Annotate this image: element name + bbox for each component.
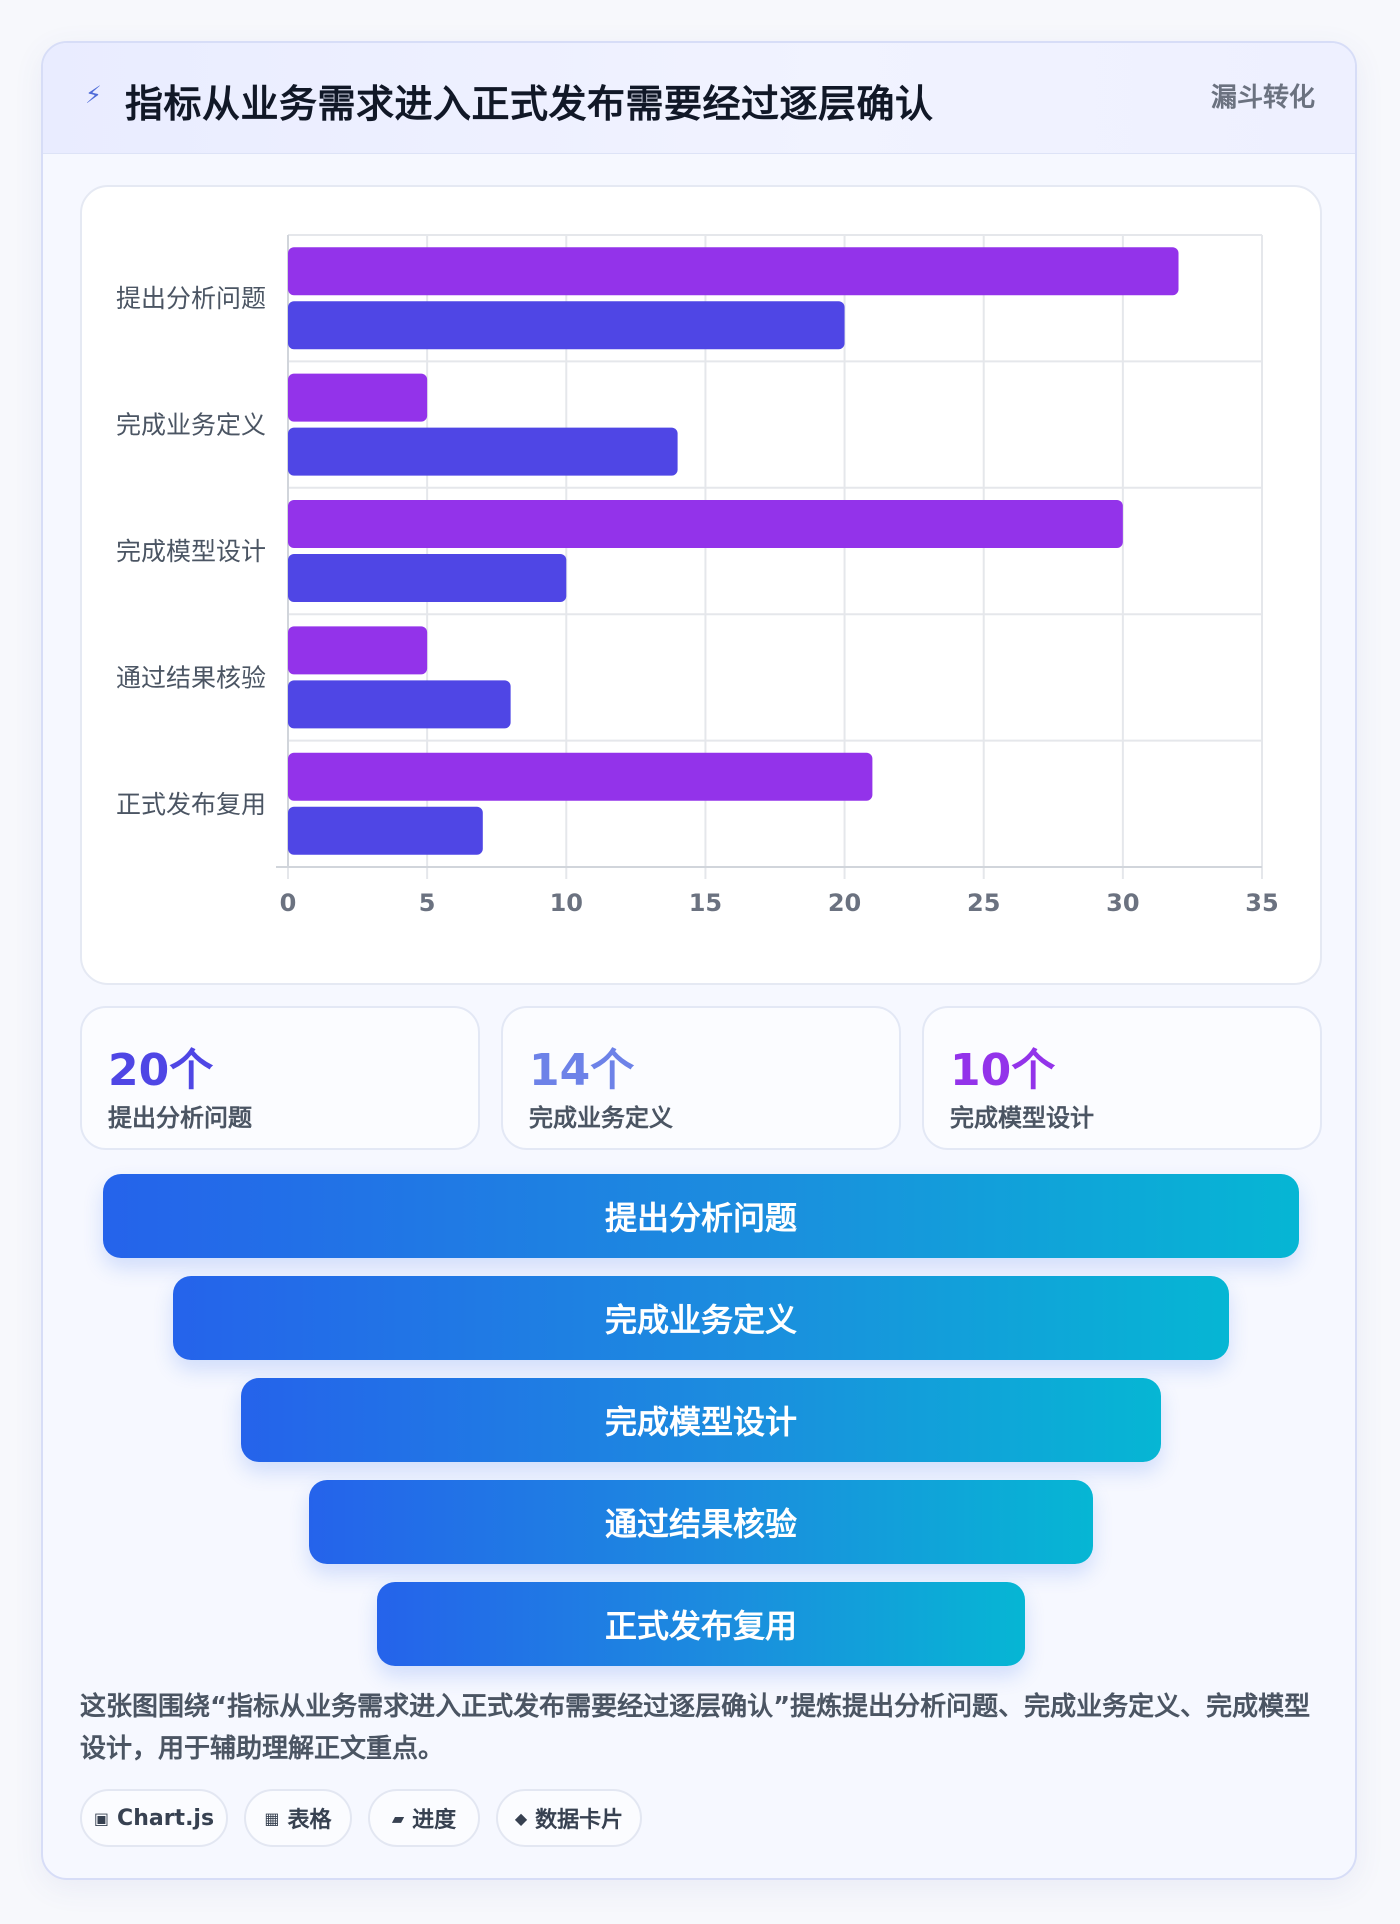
- bar: [288, 752, 873, 801]
- stat-card: 20个 提出分析问题: [80, 1006, 480, 1150]
- x-tick-label: 5: [419, 889, 436, 917]
- card-title: 指标从业务需求进入正式发布需要经过逐层确认: [125, 82, 934, 126]
- bar: [288, 806, 483, 855]
- x-tick-label: 15: [689, 889, 722, 917]
- bar: [288, 500, 1123, 548]
- chart-panel: 提出分析问题 完成业务定义 完成模型设计 通过结果核验 正式发布复用 0 5 10 15 20 25…: [80, 185, 1322, 985]
- table-icon: ▦: [264, 1808, 280, 1828]
- chip-label: Chart.js: [117, 1805, 215, 1831]
- figure-description: 这张图围绕“指标从业务需求进入正式发布需要经过逐层确认”提炼提出分析问题、完成业…: [80, 1692, 1311, 1764]
- funnel-step: 正式发布复用: [377, 1582, 1025, 1666]
- y-tick-label: 提出分析问题: [116, 284, 266, 313]
- chip-label: 数据卡片: [535, 1808, 624, 1833]
- chart-icon: ▣: [93, 1808, 110, 1828]
- progress-icon: ▰: [391, 1808, 405, 1828]
- y-tick-label: 完成模型设计: [116, 537, 266, 566]
- bar: [288, 427, 678, 476]
- bar: [288, 247, 1179, 296]
- y-tick-label: 通过结果核验: [116, 663, 266, 692]
- chip-label: 表格: [287, 1808, 332, 1833]
- stat-value: 14个: [529, 1045, 635, 1096]
- stat-card: 14个 完成业务定义: [501, 1006, 901, 1150]
- x-tick-label: 0: [280, 889, 297, 917]
- stat-value: 20个: [108, 1045, 214, 1096]
- chip-label: 进度: [412, 1808, 457, 1833]
- card-header: ⚡ 指标从业务需求进入正式发布需要经过逐层确认 漏斗转化: [43, 43, 1355, 154]
- funnel-step: 提出分析问题: [103, 1174, 1299, 1258]
- x-tick-label: 35: [1245, 889, 1278, 917]
- stat-label: 完成业务定义: [529, 1104, 673, 1132]
- stat-label: 完成模型设计: [950, 1104, 1094, 1132]
- chip-chartjs[interactable]: ▣ Chart.js: [80, 1789, 228, 1847]
- funnel-step: 完成模型设计: [241, 1378, 1161, 1462]
- x-tick-label: 30: [1106, 889, 1139, 917]
- diamond-icon: ◆: [514, 1808, 528, 1828]
- bar: [288, 301, 845, 350]
- funnel-step: 完成业务定义: [173, 1276, 1229, 1360]
- chip-data-card[interactable]: ◆ 数据卡片: [496, 1789, 642, 1847]
- bar: [288, 626, 428, 675]
- funnel-step: 通过结果核验: [309, 1480, 1093, 1564]
- stat-cards: 20个 提出分析问题 14个 完成业务定义 10个 完成模型设计: [80, 1006, 1322, 1150]
- lightning-icon: ⚡: [85, 81, 102, 109]
- bar: [288, 373, 428, 422]
- stat-value: 10个: [950, 1045, 1056, 1096]
- chip-table[interactable]: ▦ 表格: [244, 1789, 352, 1847]
- category-tag: 漏斗转化: [1210, 83, 1315, 113]
- chip-progress[interactable]: ▰ 进度: [368, 1789, 480, 1847]
- bar: [288, 680, 511, 729]
- y-tick-label: 完成业务定义: [116, 411, 266, 440]
- x-tick-label: 10: [550, 889, 583, 917]
- stat-label: 提出分析问题: [108, 1104, 252, 1132]
- stat-card: 10个 完成模型设计: [922, 1006, 1322, 1150]
- x-tick-label: 20: [828, 889, 861, 917]
- x-tick-label: 25: [967, 889, 1000, 917]
- y-tick-label: 正式发布复用: [116, 790, 266, 819]
- figure-card: ⚡ 指标从业务需求进入正式发布需要经过逐层确认 漏斗转化 提出分析问题 完成业务定…: [41, 41, 1357, 1880]
- bar: [288, 554, 567, 602]
